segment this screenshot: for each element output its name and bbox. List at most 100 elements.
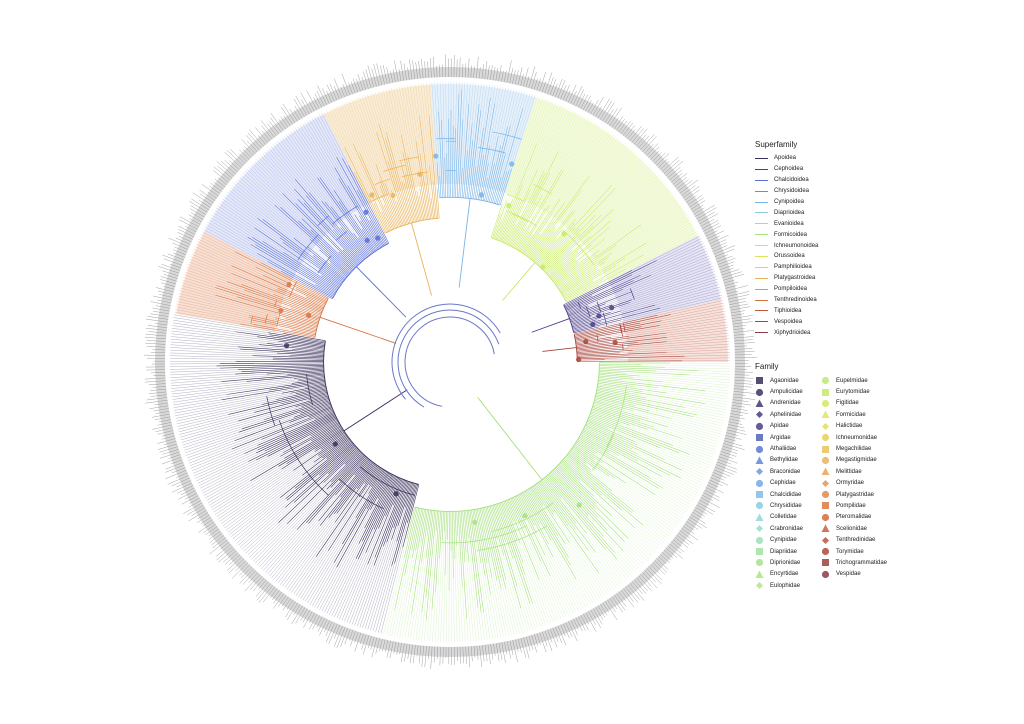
family-label: Diapriidae	[770, 548, 798, 555]
tip-label	[509, 68, 514, 84]
family-item-braconidae: Braconidae	[755, 466, 821, 477]
terminal-branch	[598, 381, 635, 387]
tip-label	[384, 640, 389, 652]
tip-label	[392, 69, 396, 83]
tip-label	[557, 625, 567, 646]
family-label: Chrysididae	[770, 502, 802, 509]
terminal-branch	[246, 373, 325, 382]
tip-label	[734, 374, 750, 376]
family-item-ichneumonidae: Ichneumonidae	[821, 432, 887, 443]
label-ring-background	[155, 67, 745, 657]
terminal-branch	[359, 215, 380, 249]
tip-label-ring	[143, 54, 757, 669]
terminal-branch	[295, 203, 358, 267]
tip-label	[650, 150, 660, 160]
terminal-branch	[308, 192, 365, 260]
triangle-icon	[755, 570, 764, 579]
terminal-branch	[215, 294, 318, 325]
tip-label	[512, 639, 518, 663]
tip-line	[468, 538, 480, 641]
tip-line	[293, 496, 360, 595]
tip-line	[623, 550, 640, 569]
terminal-branch	[563, 280, 594, 298]
tip-label	[687, 195, 703, 206]
tip-label	[354, 631, 359, 643]
line-swatch-icon	[755, 332, 768, 334]
tip-line	[173, 389, 270, 406]
tip-label	[636, 577, 648, 592]
terminal-branch	[391, 481, 411, 540]
terminal-branch	[266, 370, 324, 375]
tip-line	[661, 308, 725, 321]
terminal-branch	[461, 104, 470, 198]
terminal-branch	[293, 433, 347, 471]
tip-line	[534, 525, 579, 611]
terminal-branch	[550, 244, 592, 279]
tip-line	[679, 452, 711, 466]
tip-line	[611, 155, 640, 186]
tip-line	[698, 370, 730, 372]
terminal-branch	[548, 473, 605, 537]
terminal-branch	[283, 252, 339, 289]
tip-line	[232, 185, 307, 247]
terminal-branch	[499, 168, 512, 206]
tip-line	[596, 284, 720, 320]
superfamily-item-diaprioidea: Diaprioidea	[755, 207, 845, 218]
terminal-branch	[235, 331, 325, 345]
tip-line	[418, 83, 432, 199]
tip-label	[302, 610, 311, 623]
tip-label	[181, 495, 199, 505]
tip-line	[595, 503, 652, 558]
terminal-branch	[365, 477, 400, 553]
terminal-branch	[545, 209, 614, 273]
tip-line	[596, 452, 689, 510]
clade-stem-vespoidea	[542, 347, 577, 352]
terminal-branch	[487, 145, 502, 202]
tip-label	[644, 570, 657, 583]
family-item-diapriidae: Diapriidae	[755, 546, 821, 557]
tip-line	[646, 216, 690, 243]
tip-line	[515, 109, 572, 225]
terminal-branch	[318, 269, 341, 286]
tip-label	[145, 318, 168, 323]
tip-line	[598, 193, 675, 251]
tip-line	[232, 488, 296, 540]
tip-line	[589, 137, 619, 177]
tip-line	[429, 609, 433, 642]
terminal-branch	[595, 395, 636, 406]
terminal-branch	[534, 484, 555, 513]
tip-line	[170, 355, 274, 359]
tip-label	[462, 63, 464, 78]
tip-label	[293, 110, 301, 120]
tip-line	[197, 451, 265, 484]
terminal-branch	[524, 491, 577, 580]
tip-line	[611, 490, 670, 537]
tip-line	[321, 113, 349, 166]
tip-line	[291, 556, 317, 593]
terminal-branch	[560, 268, 598, 293]
terminal-branch	[342, 249, 359, 266]
tip-label	[248, 572, 259, 583]
tip-label	[245, 135, 260, 151]
tip-label	[665, 547, 677, 558]
tip-line	[205, 456, 281, 499]
tip-label	[479, 645, 483, 668]
superfamily-label: Xiphydrioidea	[774, 329, 811, 336]
tip-line	[563, 121, 593, 170]
tip-label	[317, 85, 328, 106]
family-label: Encyrtidae	[770, 571, 799, 578]
tip-line	[193, 248, 232, 266]
tip-line	[518, 103, 559, 198]
tip-line	[632, 271, 715, 300]
node-marker	[576, 502, 582, 508]
terminal-branch	[303, 202, 360, 264]
tip-label	[716, 255, 733, 263]
node-marker	[364, 237, 370, 243]
tip-label	[696, 504, 714, 515]
tip-line	[354, 98, 386, 184]
tip-line	[179, 290, 286, 319]
tip-line	[428, 82, 438, 189]
terminal-branch	[554, 467, 597, 510]
family-label: Crabronidae	[770, 525, 804, 532]
terminal-branch	[266, 343, 325, 350]
